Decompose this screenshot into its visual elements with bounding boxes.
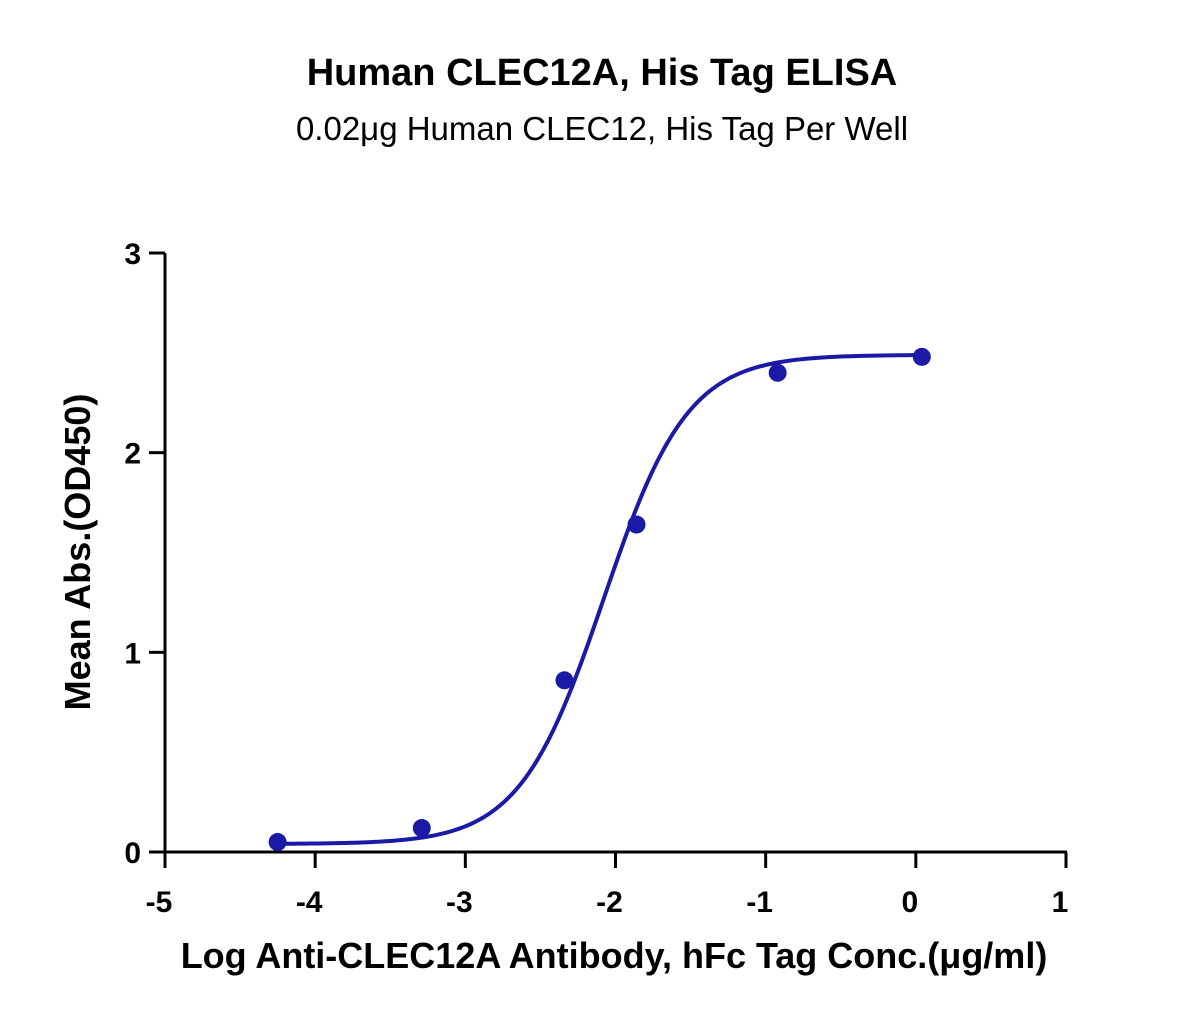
y-tick-label: 1: [124, 637, 141, 670]
y-ticks: 0 1 2 3: [124, 238, 165, 870]
data-point: [627, 515, 646, 534]
y-tick-label: 0: [124, 837, 141, 870]
x-ticks: -5 -4 -3 -2 -1 0 1: [146, 852, 1069, 919]
x-tick-label: 1: [1052, 886, 1069, 919]
y-axis-label: Mean Abs.(OD450): [57, 394, 98, 711]
data-point: [412, 819, 431, 838]
data-point: [912, 347, 931, 366]
data-points: [268, 347, 931, 852]
x-tick-label: -5: [146, 886, 173, 919]
y-tick-label: 2: [124, 438, 141, 471]
chart-subtitle: 0.02μg Human CLEC12, His Tag Per Well: [295, 110, 909, 147]
axes: [163, 253, 1067, 854]
fit-curve: [277, 353, 922, 846]
x-tick-label: -3: [446, 886, 473, 919]
data-point: [768, 363, 787, 382]
x-axis-label: Log Anti-CLEC12A Antibody, hFc Tag Conc.…: [181, 935, 1048, 976]
y-tick-label: 3: [124, 238, 141, 271]
data-point: [555, 671, 574, 690]
chart-title: Human CLEC12A, His Tag ELISA: [306, 52, 898, 94]
x-tick-label: -2: [596, 886, 623, 919]
x-tick-label: 0: [901, 886, 918, 919]
data-point: [268, 833, 287, 852]
x-tick-label: -1: [746, 886, 773, 919]
x-tick-label: -4: [296, 886, 323, 919]
